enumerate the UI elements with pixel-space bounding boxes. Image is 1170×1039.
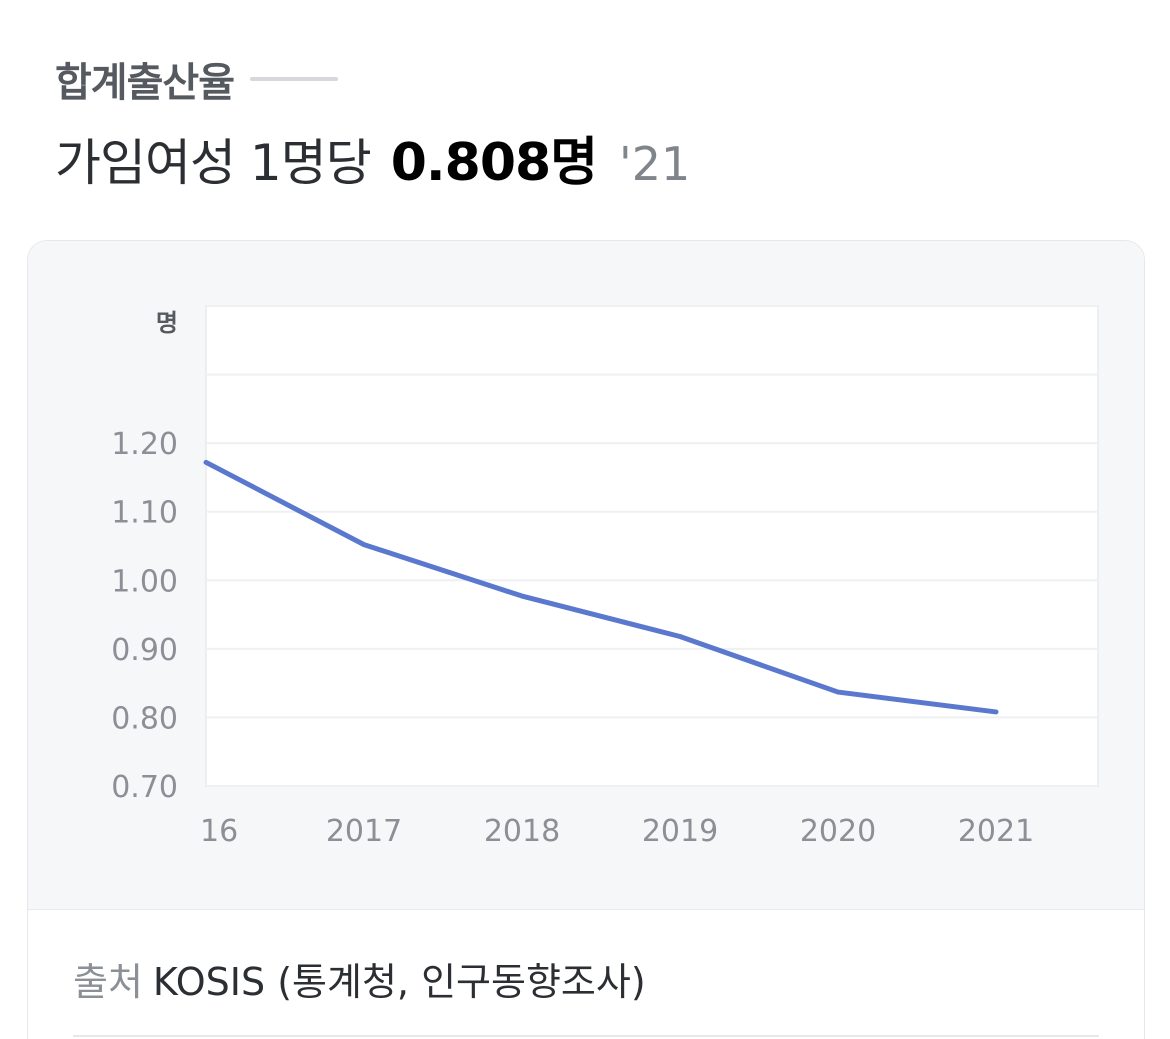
x-tick-label: 2017	[326, 814, 402, 849]
grid-lines	[206, 305, 1098, 787]
source-row: 출처 KOSIS (통계청, 인구동향조사)	[73, 951, 646, 1006]
chart-area: 명 0.70 0.80 0.90 1.00 1.10 1.20 16 2017 2018 201…	[28, 241, 1144, 910]
y-axis-ticks: 0.70 0.80 0.90 1.00 1.10 1.20	[111, 427, 178, 805]
y-axis-unit: 명	[156, 309, 178, 337]
latest-year: '21	[619, 137, 691, 191]
source-value: KOSIS (통계청, 인구동향조사)	[152, 960, 646, 1004]
x-tick-label: 16	[200, 814, 238, 849]
plot-background	[205, 305, 1099, 787]
x-tick-label: 2020	[800, 814, 876, 849]
y-tick-label: 1.00	[111, 564, 178, 599]
series-group	[203, 459, 999, 715]
x-axis-ticks: 16 2017 2018 2019 2020 2021	[200, 814, 1034, 849]
divider	[73, 1035, 1099, 1037]
y-tick-label: 0.90	[111, 633, 178, 668]
y-tick-label: 0.80	[111, 701, 178, 736]
title-decoration-line	[250, 77, 338, 81]
x-tick-label: 2019	[642, 814, 718, 849]
y-tick-label: 1.20	[111, 427, 178, 462]
series-line	[203, 459, 999, 715]
source-label: 출처	[73, 960, 143, 1004]
heading-row: 합계출산율	[55, 50, 338, 108]
x-tick-label: 2018	[484, 814, 560, 849]
line-chart: 명 0.70 0.80 0.90 1.00 1.10 1.20 16 2017 2018 201…	[111, 305, 1099, 849]
y-tick-label: 1.10	[111, 496, 178, 531]
latest-value: 0.808명	[390, 133, 598, 193]
x-tick-label: 2021	[958, 814, 1034, 849]
y-tick-label: 0.70	[111, 770, 178, 805]
value-prefix: 가임여성 1명당	[55, 134, 372, 192]
chart-card: 명 0.70 0.80 0.90 1.00 1.10 1.20 16 2017 2018 201…	[27, 240, 1145, 1039]
indicator-title: 합계출산율	[55, 60, 235, 106]
value-summary: 가임여성 1명당 0.808명 '21	[55, 120, 690, 195]
